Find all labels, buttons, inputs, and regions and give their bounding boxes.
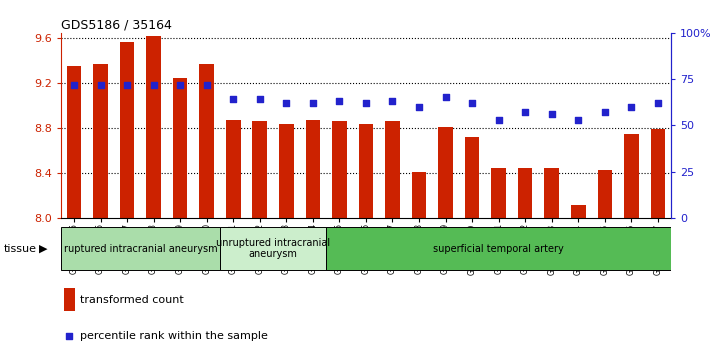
Bar	[220, 227, 326, 270]
Point	[438, 76, 449, 81]
Point	[148, 82, 159, 87]
Point	[520, 109, 531, 115]
Point	[573, 117, 584, 123]
Bar	[650, 129, 665, 218]
Point	[493, 117, 504, 123]
Bar	[544, 168, 559, 218]
Point	[228, 97, 239, 102]
Bar	[332, 121, 347, 218]
Point	[652, 100, 663, 106]
Bar	[571, 205, 585, 218]
Point	[174, 82, 186, 87]
Text: percentile rank within the sample: percentile rank within the sample	[80, 331, 268, 341]
Bar	[306, 120, 320, 218]
Bar	[326, 227, 671, 270]
Point	[440, 95, 451, 101]
Point	[599, 109, 610, 115]
Point	[413, 104, 425, 110]
Bar	[253, 121, 267, 218]
Bar	[120, 42, 134, 218]
Point	[281, 100, 292, 106]
Text: unruptured intracranial
aneurysm: unruptured intracranial aneurysm	[216, 238, 330, 260]
Bar	[491, 168, 506, 218]
Bar	[279, 123, 293, 218]
Bar	[438, 127, 453, 218]
Point	[466, 100, 478, 106]
Bar	[624, 134, 638, 218]
Text: ▶: ▶	[39, 244, 48, 254]
Bar	[465, 137, 479, 218]
Bar	[146, 36, 161, 218]
Bar	[64, 288, 75, 311]
Point	[307, 100, 318, 106]
Text: GDS5186 / 35164: GDS5186 / 35164	[61, 19, 171, 32]
Bar	[598, 170, 612, 218]
Bar	[358, 123, 373, 218]
Point	[201, 82, 212, 87]
Bar	[412, 172, 426, 218]
Point	[625, 104, 637, 110]
Bar	[385, 121, 400, 218]
Bar	[66, 66, 81, 218]
Bar	[94, 64, 108, 218]
Bar	[199, 64, 214, 218]
Bar	[173, 78, 188, 218]
Bar	[518, 168, 533, 218]
Point	[121, 82, 133, 87]
Bar	[61, 227, 220, 270]
Point	[546, 111, 558, 117]
Text: ruptured intracranial aneurysm: ruptured intracranial aneurysm	[64, 244, 217, 254]
Bar	[226, 120, 241, 218]
Text: transformed count: transformed count	[80, 294, 184, 305]
Point	[254, 97, 266, 102]
Point	[387, 98, 398, 104]
Point	[95, 82, 106, 87]
Point	[333, 98, 345, 104]
Text: superficial temporal artery: superficial temporal artery	[433, 244, 564, 254]
Point	[360, 100, 371, 106]
Text: tissue: tissue	[4, 244, 36, 254]
Point	[69, 82, 80, 87]
